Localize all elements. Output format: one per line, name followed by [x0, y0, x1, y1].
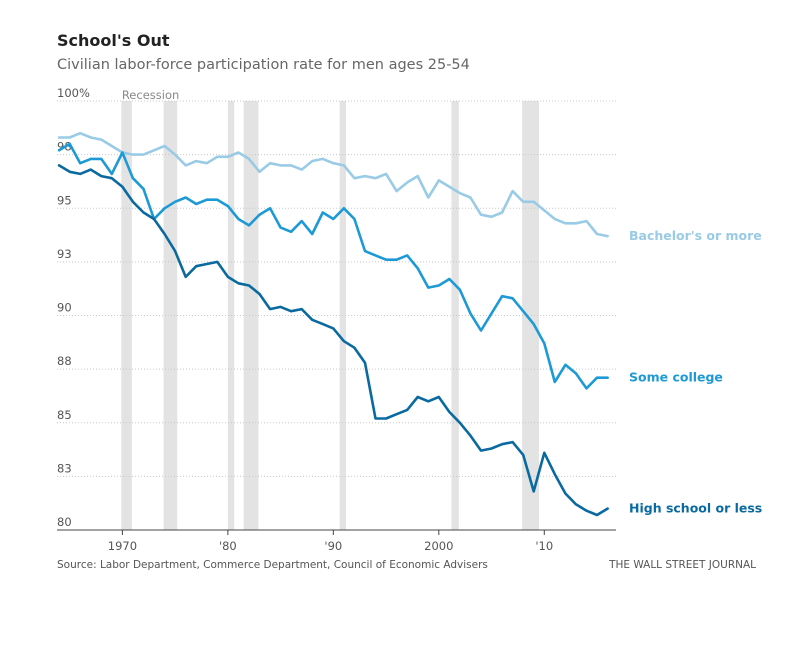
- series-line-high-school-or-less: [57, 164, 609, 517]
- source-note: Source: Labor Department, Commerce Depar…: [57, 559, 488, 571]
- series-line-bachelors-or-more: [57, 131, 609, 238]
- series-lines: [57, 131, 609, 517]
- publisher-credit: THE WALL STREET JOURNAL: [608, 559, 756, 571]
- y-tick-label: 90: [57, 301, 72, 315]
- series-label-some-college: Some college: [629, 370, 723, 385]
- x-tick-label: 2000: [424, 539, 453, 553]
- series-line-some-college: [57, 142, 609, 390]
- x-tick-label: '10: [535, 539, 553, 553]
- x-tick-label: 1970: [108, 539, 137, 553]
- series-label-high-school-or-less: High school or less: [629, 501, 762, 516]
- recession-band-4: [243, 101, 259, 530]
- x-tick-label: '80: [219, 539, 237, 553]
- y-tick-label: 88: [57, 354, 72, 368]
- recession-label: Recession: [122, 88, 179, 102]
- y-tick-label: 93: [57, 247, 72, 261]
- y-tick-label: 83: [57, 461, 72, 475]
- series-label-bachelors-or-more: Bachelor's or more: [629, 228, 762, 243]
- x-tick-labels: 1970 '80 '90 2000 '10: [108, 530, 553, 553]
- chart-title: School's Out: [57, 31, 170, 50]
- recession-band-6: [451, 101, 459, 530]
- y-tick-label: 80: [57, 515, 72, 529]
- y-tick-label: 100%: [57, 86, 90, 100]
- series-labels: Bachelor's or more Some college High schoo…: [629, 228, 762, 515]
- chart-subtitle: Civilian labor-force participation rate …: [57, 57, 470, 73]
- recession-band-7: [522, 101, 540, 530]
- y-tick-label: 85: [57, 408, 72, 422]
- y-tick-label: 95: [57, 193, 72, 207]
- x-tick-label: '90: [324, 539, 342, 553]
